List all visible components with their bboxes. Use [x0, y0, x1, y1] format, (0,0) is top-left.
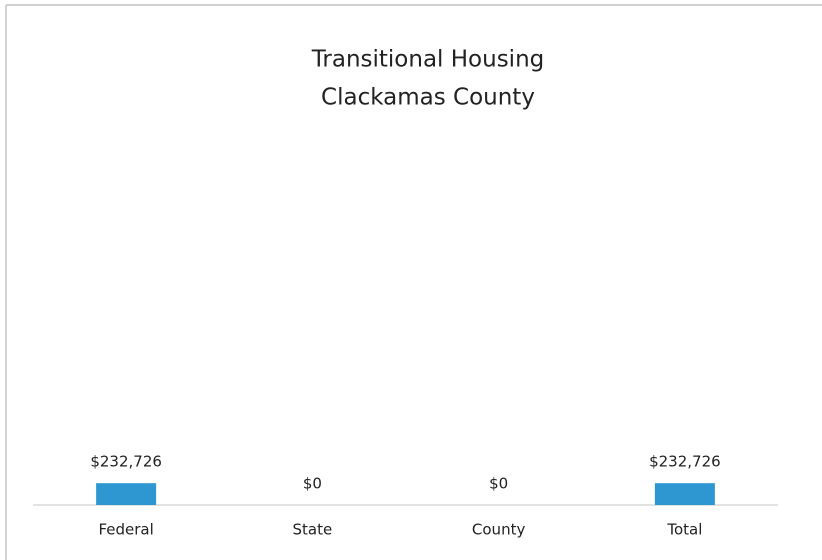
- x-tick-label: Federal: [98, 521, 153, 539]
- data-label: $0: [303, 475, 322, 493]
- chart-title: Transitional Housing: [311, 47, 545, 73]
- x-tick-label: County: [472, 521, 526, 539]
- data-label: $232,726: [90, 453, 162, 471]
- chart-subtitle: Clackamas County: [321, 85, 535, 111]
- data-label: $232,726: [649, 453, 721, 471]
- data-label: $0: [489, 475, 508, 493]
- x-tick-label: Total: [666, 521, 702, 539]
- bar: [654, 483, 715, 505]
- x-tick-label: State: [293, 521, 333, 539]
- bar: [96, 483, 157, 505]
